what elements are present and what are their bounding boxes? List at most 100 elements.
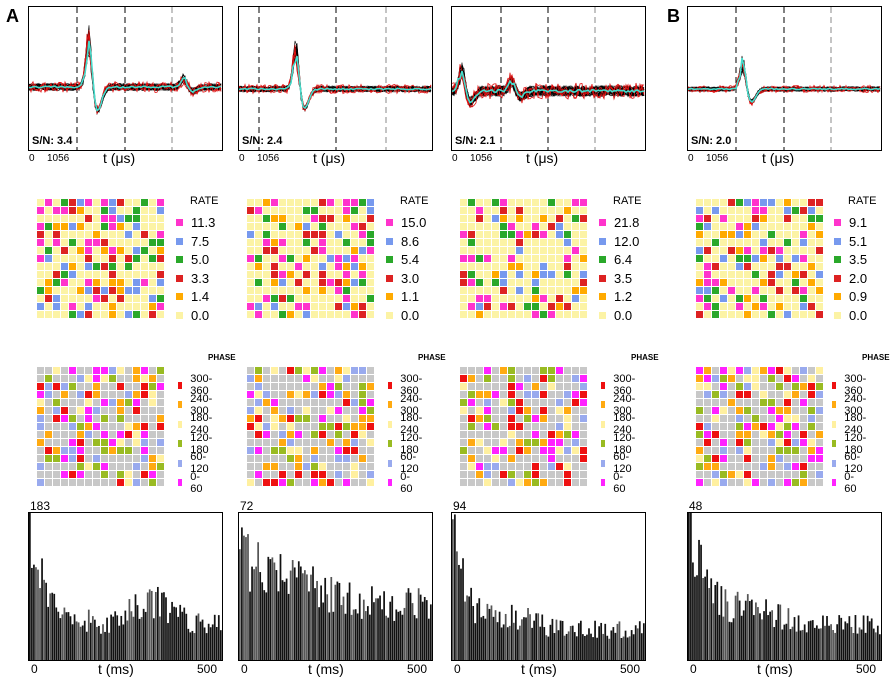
spike-trace: [688, 68, 881, 101]
rate-cell: [117, 303, 124, 310]
rate-cell: [704, 215, 711, 222]
x-tick-0-ms: 0: [454, 662, 461, 676]
phase-cell: [157, 375, 164, 382]
rate-cell: [484, 287, 491, 294]
histogram-bar: [767, 615, 769, 660]
legend-label: 11.3: [191, 215, 216, 230]
rate-cell: [279, 223, 286, 230]
phase-cell: [319, 383, 326, 390]
rate-legend-item: 0.9: [834, 289, 867, 304]
rate-cell: [69, 271, 76, 278]
rate-cell: [53, 199, 60, 206]
phase-cell: [157, 431, 164, 438]
phase-cell: [468, 399, 475, 406]
rate-cell: [792, 199, 799, 206]
histogram-bar: [348, 582, 351, 660]
phase-cell: [93, 423, 100, 430]
rate-cell: [311, 311, 318, 318]
histogram-bar: [239, 549, 241, 660]
phase-cell: [500, 407, 507, 414]
rate-cell: [141, 287, 148, 294]
rate-cell: [61, 311, 68, 318]
histogram-bar: [771, 610, 774, 660]
phase-cell: [548, 463, 555, 470]
histogram-bar: [385, 615, 387, 660]
phase-cell: [760, 367, 767, 374]
rate-cell: [69, 215, 76, 222]
rate-cell: [295, 199, 302, 206]
phase-cell: [157, 447, 164, 454]
phase-cell: [255, 407, 262, 414]
phase-cell: [476, 423, 483, 430]
rate-cell: [500, 239, 507, 246]
phase-cell: [468, 391, 475, 398]
rate-cell: [125, 215, 132, 222]
rate-cell: [548, 215, 555, 222]
phase-cell: [776, 407, 783, 414]
rate-cell: [540, 295, 547, 302]
phase-cell: [564, 479, 571, 486]
phase-cell: [125, 463, 132, 470]
histogram-bar: [506, 627, 509, 660]
phase-cell: [784, 383, 791, 390]
rate-cell: [327, 287, 334, 294]
rate-cell: [157, 287, 164, 294]
histogram-bar: [586, 634, 588, 660]
phase-cell: [53, 447, 60, 454]
rate-cell: [808, 247, 815, 254]
phase-cell: [263, 471, 270, 478]
histogram-bar: [712, 603, 715, 660]
rate-cell: [109, 223, 116, 230]
phase-cell: [77, 415, 84, 422]
rate-legend-item: 3.3: [176, 271, 209, 286]
rate-cell: [728, 207, 735, 214]
phase-cell: [524, 399, 531, 406]
legend-swatch: [386, 274, 393, 282]
histogram-bar: [700, 544, 702, 660]
rate-cell: [704, 207, 711, 214]
phase-cell: [77, 375, 84, 382]
rate-cell: [109, 271, 116, 278]
rate-legend-item: 1.2: [599, 289, 632, 304]
phase-cell: [327, 415, 334, 422]
phase-cell: [319, 399, 326, 406]
rate-cell: [720, 311, 727, 318]
rate-cell: [580, 255, 587, 262]
phase-cell: [460, 439, 467, 446]
phase-cell: [792, 463, 799, 470]
rate-cell: [808, 223, 815, 230]
histogram-bar: [126, 620, 129, 660]
phase-cell: [367, 415, 374, 422]
rate-cell: [776, 207, 783, 214]
rate-cell: [540, 199, 547, 206]
rate-cell: [752, 287, 759, 294]
rate-cell: [468, 279, 475, 286]
phase-cell: [532, 391, 539, 398]
rate-cell: [508, 287, 515, 294]
phase-cell: [303, 423, 310, 430]
histogram-bar: [320, 585, 322, 660]
histogram-bar: [736, 591, 739, 660]
spike-trace: [452, 70, 645, 104]
rate-cell: [808, 199, 815, 206]
phase-cell: [141, 447, 148, 454]
rate-cell: [117, 199, 124, 206]
rate-cell: [572, 231, 579, 238]
phase-cell: [776, 431, 783, 438]
phase-cell: [736, 423, 743, 430]
phase-cell: [327, 375, 334, 382]
phase-cell: [101, 415, 108, 422]
histogram-bar: [870, 618, 873, 660]
rate-cell: [736, 239, 743, 246]
rate-cell: [468, 263, 475, 270]
phase-cell: [712, 447, 719, 454]
rate-cell: [141, 295, 148, 302]
rate-cell: [125, 239, 132, 246]
x-tick-500-ms: 500: [856, 662, 877, 676]
histogram-bar: [598, 626, 600, 660]
phase-cell: [792, 391, 799, 398]
phase-cell: [133, 447, 140, 454]
rate-legend-item: 2.0: [834, 271, 867, 286]
legend-label: 3.5: [614, 270, 633, 286]
rate-cell: [736, 311, 743, 318]
